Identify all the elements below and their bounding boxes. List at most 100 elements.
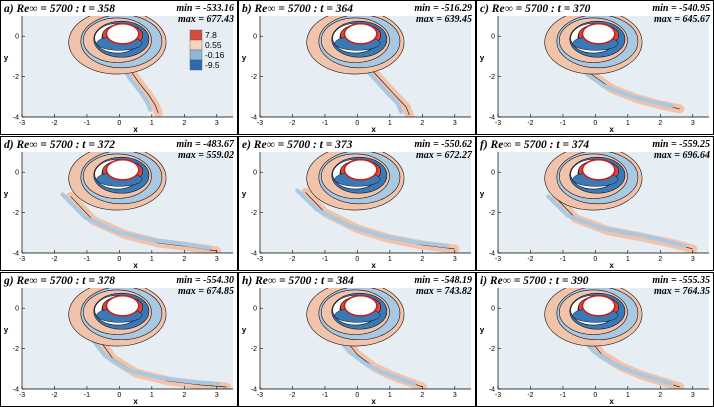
vorticity-field: [60, 152, 222, 253]
x-axis-label: x: [133, 261, 138, 270]
y-tick-label: 0: [253, 170, 257, 177]
panel-min: min = -533.16: [176, 3, 234, 14]
y-tick-label: 0: [491, 306, 495, 313]
y-tick-label: -2: [251, 346, 257, 353]
x-tick-label: 3: [691, 256, 695, 263]
x-tick-label: -3: [257, 120, 263, 127]
x-tick-label: 3: [215, 120, 219, 127]
y-tick-label: -4: [489, 115, 495, 122]
colorbar-legend: 7.80.55-0.16-9.5: [189, 29, 225, 71]
y-tick-label: -2: [251, 210, 257, 217]
x-tick-label: -3: [19, 120, 25, 127]
y-axis-label: y: [242, 189, 247, 198]
x-tick-label: 1: [626, 256, 630, 263]
y-axis-label: y: [242, 325, 247, 334]
axes: -3 -2 -1 0 1 2 3 -4 -2 0 x y: [242, 16, 471, 134]
y-axis-label: y: [4, 189, 9, 198]
x-axis-label: x: [609, 125, 614, 134]
x-tick-label: -2: [289, 256, 295, 263]
legend-swatch: [189, 39, 203, 51]
vorticity-field: [68, 16, 167, 117]
y-tick-label: -2: [13, 74, 19, 81]
x-tick-label: 1: [388, 256, 392, 263]
cylinder: [105, 22, 140, 45]
wake-tail-secondary: [578, 334, 674, 386]
panel-e: -3 -2 -1 0 1 2 3 -4 -2 0 x y e) Re∞ = 5700 : t = 373…: [238, 136, 476, 271]
panel-min: min = -540.95: [652, 3, 710, 14]
x-tick-label: 0: [355, 392, 359, 399]
x-tick-label: 2: [420, 392, 424, 399]
panel-min: min = -516.29: [414, 3, 472, 14]
y-axis-label: y: [4, 325, 9, 334]
cylinder: [343, 158, 378, 181]
panel-c: -3 -2 -1 0 1 2 3 -4 -2 0 x y c) Re∞ = 5700 : t = 370…: [476, 0, 714, 135]
panel-title: f) Re∞ = 5700 : t = 374: [480, 139, 589, 151]
y-tick-label: -2: [251, 74, 257, 81]
y-tick-label: 0: [15, 170, 19, 177]
panel-max: max = 696.64: [654, 150, 710, 161]
x-tick-label: 1: [150, 256, 154, 263]
x-tick-label: 1: [388, 120, 392, 127]
x-tick-label: 0: [593, 392, 597, 399]
y-tick-label: -2: [13, 210, 19, 217]
x-tick-label: -2: [289, 120, 295, 127]
x-tick-label: -1: [84, 392, 90, 399]
panel-h: -3 -2 -1 0 1 2 3 -4 -2 0 x y h) Re∞ = 5700 : t = 384…: [238, 272, 476, 407]
x-tick-label: 2: [182, 256, 186, 263]
x-axis-label: x: [609, 261, 614, 270]
x-tick-label: -3: [495, 120, 501, 127]
y-axis-label: y: [480, 53, 485, 62]
x-tick-label: 2: [658, 392, 662, 399]
x-tick-label: 3: [215, 392, 219, 399]
cylinder: [105, 158, 140, 181]
x-tick-label: 1: [150, 392, 154, 399]
panel-max: max = 645.67: [654, 14, 711, 25]
panel-min: min = -483.67: [176, 139, 235, 150]
x-tick-label: -1: [84, 256, 90, 263]
x-tick-label: -1: [560, 120, 566, 127]
cylinder: [581, 158, 616, 181]
panel-max: max = 674.85: [178, 286, 234, 297]
y-tick-label: 0: [15, 34, 19, 41]
x-tick-label: -1: [322, 120, 328, 127]
panel-title: h) Re∞ = 5700 : t = 384: [242, 275, 354, 287]
panel-min: min = -555.35: [652, 275, 710, 286]
y-axis-label: y: [480, 325, 485, 334]
y-tick-label: 0: [253, 34, 257, 41]
x-tick-label: 2: [658, 120, 662, 127]
x-tick-label: 3: [453, 120, 457, 127]
axes: -3 -2 -1 0 1 2 3 -4 -2 0 x y: [4, 288, 233, 406]
x-axis-label: x: [609, 397, 614, 406]
y-tick-label: 0: [491, 170, 495, 177]
x-tick-label: -2: [527, 256, 533, 263]
x-tick-label: 2: [658, 256, 662, 263]
panel-d: -3 -2 -1 0 1 2 3 -4 -2 0 x y d) Re∞ = 5700 : t = 372…: [0, 136, 238, 271]
x-tick-label: -3: [19, 392, 25, 399]
wake-tail-secondary: [89, 336, 221, 386]
wake-tail-secondary: [60, 192, 211, 250]
x-tick-label: -2: [289, 392, 295, 399]
x-tick-label: -1: [84, 120, 90, 127]
x-tick-label: 2: [420, 256, 424, 263]
y-axis-label: y: [242, 53, 247, 62]
x-tick-label: -3: [19, 256, 25, 263]
panel-title: d) Re∞ = 5700 : t = 372: [4, 139, 115, 151]
y-tick-label: -4: [489, 387, 495, 394]
x-tick-label: 0: [355, 256, 359, 263]
cylinder: [343, 22, 378, 45]
x-tick-label: 1: [626, 392, 630, 399]
wake-tail-secondary: [546, 194, 687, 248]
y-tick-label: 0: [253, 306, 257, 313]
x-tick-label: 2: [420, 120, 424, 127]
wake-tail-secondary: [334, 334, 417, 386]
x-tick-label: -2: [527, 392, 533, 399]
cylinder: [581, 294, 616, 317]
x-tick-label: -2: [527, 120, 533, 127]
axes: -3 -2 -1 0 1 2 3 -4 -2 0 x y: [242, 288, 471, 406]
x-tick-label: 0: [593, 120, 597, 127]
x-tick-label: 3: [691, 392, 695, 399]
panel-max: max = 677.43: [178, 14, 234, 25]
x-axis-label: x: [371, 397, 376, 406]
vorticity-field: [306, 288, 427, 389]
